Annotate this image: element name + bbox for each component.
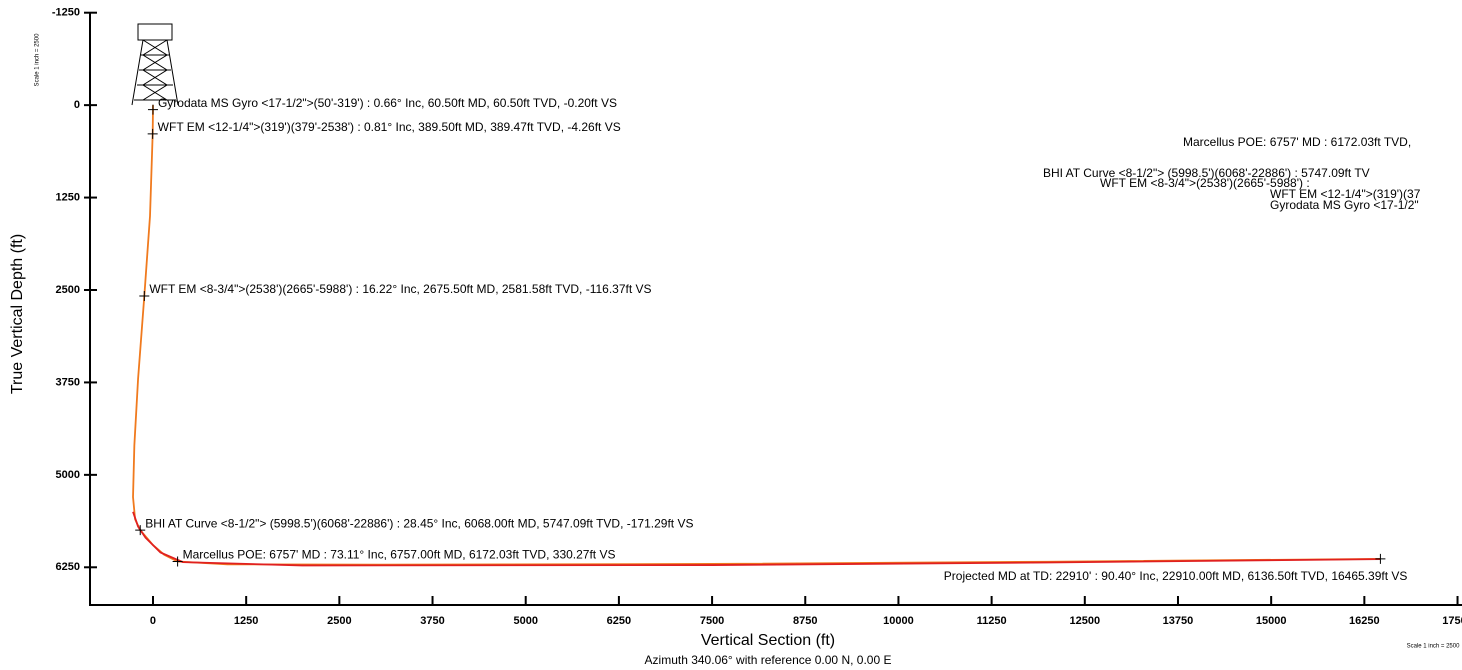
survey-marker [147,104,158,115]
x-tick-label: 15000 [1256,615,1287,627]
y-tick-label: -1250 [52,7,80,19]
side-label: Gyrodata MS Gyro <17-1/2" [1270,198,1419,212]
rig-icon [131,23,179,106]
x-tick-label: 1250 [234,615,258,627]
y-tick-label: 5000 [56,469,80,481]
x-tick-label: 16250 [1349,615,1380,627]
survey-label: Marcellus POE: 6757' MD : 73.11° Inc, 67… [183,548,616,562]
side-label: WFT EM <12-1/4">(319')(37 [1270,187,1421,201]
y-tick-label: 0 [74,99,80,111]
survey-marker [139,291,150,302]
survey-marker [135,525,146,536]
side-label: Marcellus POE: 6757' MD : 6172.03ft TVD, [1183,135,1411,149]
x-axis-title: Vertical Section (ft) [701,632,835,649]
x-tick-label: 5000 [513,615,537,627]
survey-marker [147,128,158,139]
x-tick-label: 13750 [1163,615,1194,627]
y-tick-label: 3750 [56,376,80,388]
y-tick-label: 1250 [56,191,80,203]
survey-label: Projected MD at TD: 22910' : 90.40° Inc,… [944,569,1408,583]
x-tick-label: 11250 [977,615,1007,627]
side-label: BHI AT Curve <8-1/2"> (5998.5')(6068'-22… [1043,166,1370,180]
x-tick-label: 0 [150,615,156,627]
x-tick-label: 10000 [883,615,914,627]
x-tick-label: 3750 [420,615,444,627]
survey-label: WFT EM <8-3/4">(2538')(2665'-5988') : 16… [149,282,651,296]
survey-label: WFT EM <12-1/4">(319')(379'-2538') : 0.8… [158,120,621,134]
y-axis-title: True Vertical Depth (ft) [9,234,26,394]
side-label: WFT EM <8-3/4">(2538')(2665'-5988') : [1100,176,1310,190]
scale-note: Scale 1 inch = 2500 [35,33,41,87]
x-tick-label: 6250 [607,615,631,627]
x-tick-label: 12500 [1070,615,1101,627]
y-tick-label: 6250 [56,561,80,573]
survey-marker [172,556,183,567]
survey-marker [1375,553,1386,564]
x-tick-label: 7500 [700,615,724,627]
x-tick-label: 2500 [327,615,351,627]
survey-label: Gyrodata MS Gyro <17-1/2">(50'-319') : 0… [158,96,617,110]
x-tick-label: 8750 [793,615,817,627]
y-tick-label: 2500 [56,284,80,296]
scale-note: Scale 1 inch = 2500 [1407,644,1461,650]
survey-label: BHI AT Curve <8-1/2"> (5998.5')(6068'-22… [145,516,693,530]
x-tick-label: 17500 [1442,615,1462,627]
subtitle: Azimuth 340.06° with reference 0.00 N, 0… [645,653,892,667]
